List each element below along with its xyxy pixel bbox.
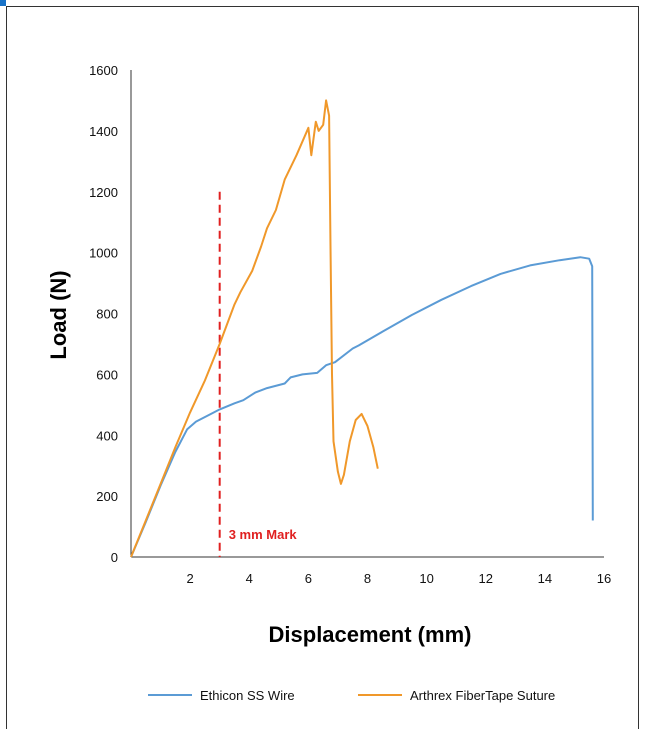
y-tick-label: 1000	[89, 246, 118, 261]
legend-label-arthrex: Arthrex FiberTape Suture	[410, 688, 555, 703]
series-layer	[130, 99, 594, 558]
marker-layer: 3 mm Mark	[218, 191, 298, 557]
y-tick-label: 1600	[89, 63, 118, 78]
x-tick-label: 14	[538, 571, 552, 586]
chart-frame	[6, 6, 639, 729]
y-tick-label: 600	[96, 367, 118, 382]
y-tick-label: 0	[111, 550, 118, 565]
corner-accent	[0, 0, 6, 6]
y-axis-title: Load (N)	[46, 270, 71, 359]
x-tick-label: 12	[479, 571, 493, 586]
x-axis-title: Displacement (mm)	[269, 622, 472, 647]
three-mm-mark-label: 3 mm Mark	[229, 527, 298, 542]
arthrex-fibertape-suture-line	[130, 99, 379, 558]
y-tick-label: 200	[96, 489, 118, 504]
axes: 0 200 400 600 800 1000 1200 1400 1600 2 4 6 8 10 12 14 1…	[89, 63, 611, 586]
y-tick-label: 400	[96, 428, 118, 443]
legend-label-ethicon: Ethicon SS Wire	[200, 688, 295, 703]
x-tick-label: 8	[364, 571, 371, 586]
y-tick-label: 1200	[89, 185, 118, 200]
x-tick-label: 4	[246, 571, 253, 586]
x-tick-label: 2	[187, 571, 194, 586]
x-tick-label: 10	[419, 571, 433, 586]
legend: Ethicon SS Wire Arthrex FiberTape Suture	[148, 688, 555, 703]
y-tick-label: 800	[96, 307, 118, 322]
x-tick-label: 16	[597, 571, 611, 586]
x-tick-label: 6	[305, 571, 312, 586]
ethicon-ss-wire-line	[130, 256, 594, 558]
y-tick-label: 1400	[89, 124, 118, 139]
